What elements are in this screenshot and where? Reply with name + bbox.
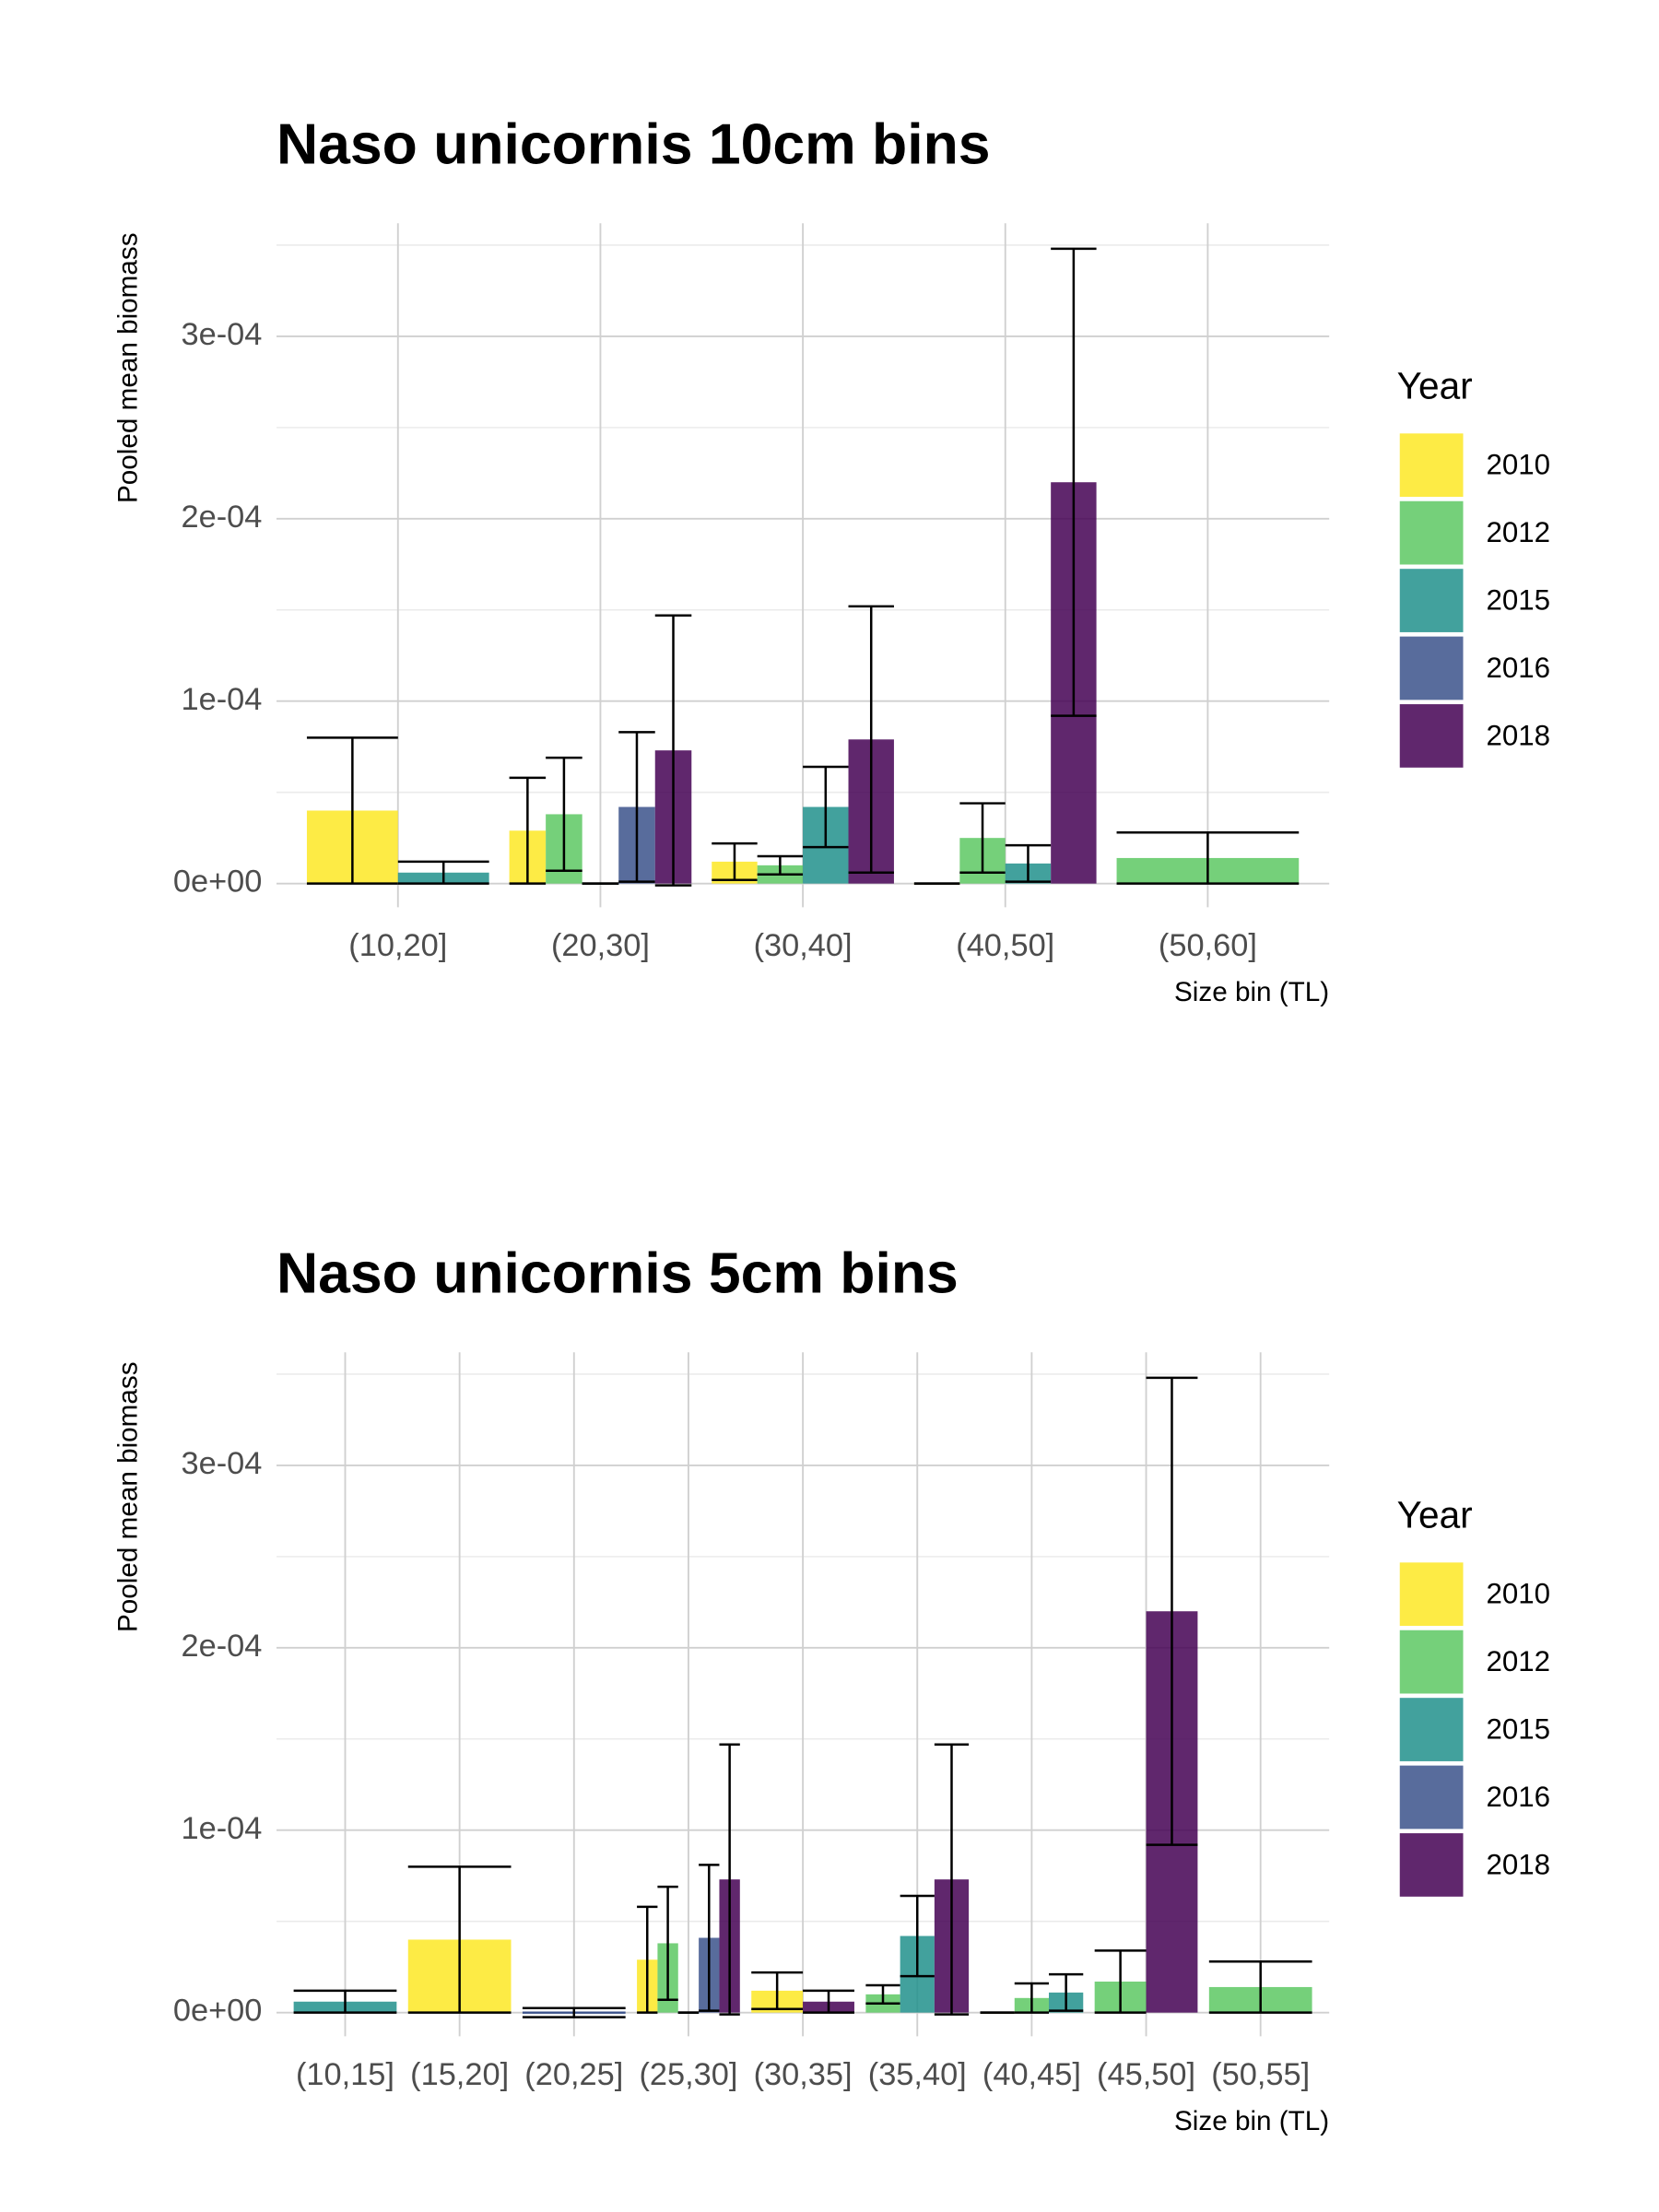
error-bar bbox=[654, 614, 692, 887]
x-axis-label: Size bin (TL) bbox=[1174, 977, 1329, 1007]
x-tick-label: (20,30] bbox=[551, 928, 650, 963]
error-bar bbox=[397, 860, 489, 885]
error-bar bbox=[865, 1983, 900, 2006]
error-bar bbox=[1208, 1959, 1312, 2014]
error-bar bbox=[407, 1865, 512, 2014]
y-tick-label: 1e-04 bbox=[181, 1811, 262, 1846]
x-tick-label: (30,40] bbox=[754, 928, 853, 963]
y-axis-label: Pooled mean biomass bbox=[112, 1361, 143, 1632]
legend-title: Year bbox=[1397, 365, 1473, 407]
legend-key bbox=[1399, 636, 1464, 700]
error-bar bbox=[546, 756, 582, 873]
error-bar bbox=[848, 605, 894, 875]
y-tick-label: 1e-04 bbox=[181, 682, 262, 717]
error-bar bbox=[900, 1894, 935, 1978]
y-tick-label: 0e+00 bbox=[173, 865, 263, 900]
legend-key bbox=[1399, 500, 1464, 565]
legend-label: 2012 bbox=[1487, 1645, 1551, 1677]
error-bar bbox=[699, 1864, 720, 2012]
legend-label: 2010 bbox=[1487, 1578, 1551, 1610]
x-tick-label: (15,20] bbox=[410, 2057, 509, 2092]
x-tick-label: (40,45] bbox=[982, 2057, 1081, 2092]
legend-label: 2018 bbox=[1487, 1848, 1551, 1880]
chart: Naso unicornis 5cm bins 0e+00 1e-04 2e-04 3e… bbox=[112, 1241, 1550, 2136]
error-bar bbox=[1116, 830, 1300, 885]
error-bar bbox=[934, 1743, 970, 2016]
error-bar bbox=[712, 841, 758, 881]
y-tick-label: 2e-04 bbox=[181, 1629, 262, 1664]
y-tick-label: 2e-04 bbox=[181, 500, 262, 535]
error-bar bbox=[637, 1905, 658, 2014]
x-tick-label: (40,50] bbox=[956, 928, 1054, 963]
error-bar bbox=[1146, 1376, 1198, 1846]
x-tick-label: (25,30] bbox=[639, 2057, 737, 2092]
legend-label: 2016 bbox=[1487, 1781, 1551, 1813]
legend-label: 2018 bbox=[1487, 719, 1551, 751]
legend-key bbox=[1399, 704, 1464, 768]
error-bar bbox=[757, 854, 804, 877]
error-bar bbox=[751, 1971, 804, 2010]
error-bar bbox=[1049, 1972, 1084, 2012]
legend-label: 2016 bbox=[1487, 652, 1551, 684]
error-bar bbox=[803, 765, 849, 849]
legend-key bbox=[1399, 1698, 1464, 1761]
error-bar bbox=[1094, 1949, 1147, 2014]
error-bar bbox=[803, 1989, 854, 2014]
y-axis-label: Pooled mean biomass bbox=[112, 232, 143, 503]
x-tick-label: (50,60] bbox=[1159, 928, 1257, 963]
chart-title: Naso unicornis 5cm bins bbox=[276, 1241, 959, 1305]
error-bar bbox=[719, 1743, 740, 2016]
legend-key bbox=[1399, 1630, 1464, 1694]
legend-key bbox=[1399, 433, 1464, 498]
x-tick-label: (30,35] bbox=[754, 2057, 853, 2092]
legend-label: 2012 bbox=[1487, 516, 1551, 548]
legend-key bbox=[1399, 1833, 1464, 1897]
error-bar bbox=[959, 802, 1006, 875]
error-bar bbox=[1005, 843, 1052, 883]
legend-title: Year bbox=[1397, 1494, 1473, 1536]
error-bar bbox=[1051, 247, 1097, 717]
y-tick-label: 0e+00 bbox=[173, 1994, 263, 2029]
x-tick-label: (35,40] bbox=[868, 2057, 967, 2092]
error-bar bbox=[306, 736, 398, 885]
legend-label: 2015 bbox=[1487, 583, 1551, 616]
legend-key bbox=[1399, 569, 1464, 632]
chart-title: Naso unicornis 10cm bins bbox=[276, 112, 991, 176]
x-tick-label: (10,20] bbox=[348, 928, 447, 963]
error-bar bbox=[509, 776, 547, 885]
chart: Naso unicornis 10cm bins 0e+00 1e-04 2e-04 3… bbox=[112, 112, 1550, 1007]
legend-label: 2015 bbox=[1487, 1712, 1551, 1745]
x-tick-label: (20,25] bbox=[524, 2057, 623, 2092]
legend-key bbox=[1399, 1562, 1464, 1627]
x-tick-label: (45,50] bbox=[1097, 2057, 1195, 2092]
error-bar bbox=[1014, 1982, 1050, 2014]
error-bar bbox=[293, 1989, 397, 2014]
error-bar bbox=[657, 1885, 678, 2002]
x-axis-label: Size bin (TL) bbox=[1174, 2106, 1329, 2136]
error-bar bbox=[618, 731, 655, 883]
error-bar bbox=[522, 2006, 626, 2018]
legend-label: 2010 bbox=[1487, 448, 1551, 480]
x-tick-label: (50,55] bbox=[1211, 2057, 1310, 2092]
y-tick-label: 3e-04 bbox=[181, 1446, 262, 1481]
legend-key bbox=[1399, 1765, 1464, 1830]
y-tick-label: 3e-04 bbox=[181, 317, 262, 352]
x-tick-label: (10,15] bbox=[296, 2057, 394, 2092]
